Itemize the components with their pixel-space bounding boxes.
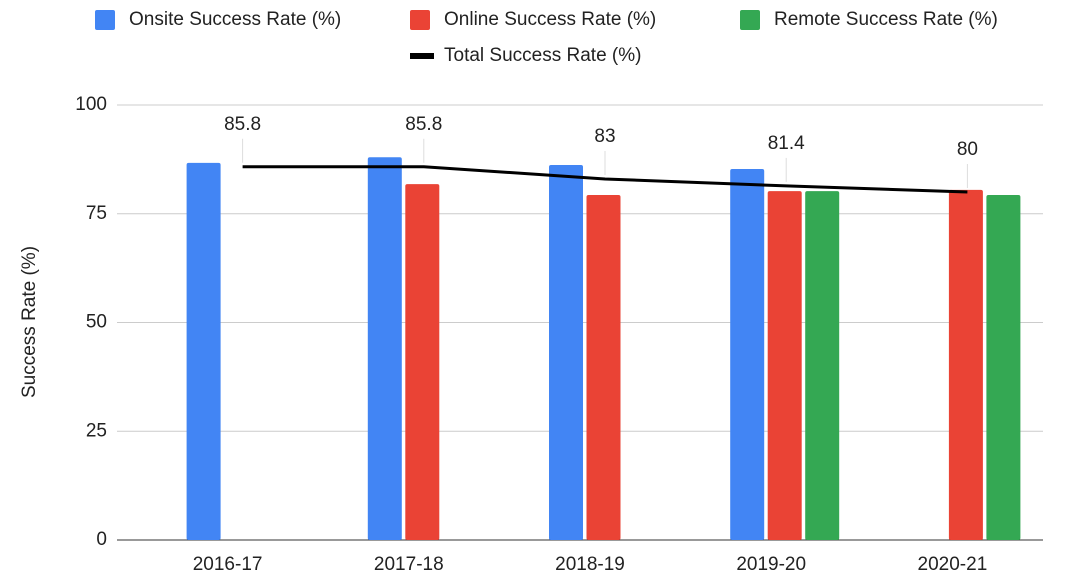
bar bbox=[730, 168, 765, 540]
data-label: 80 bbox=[957, 139, 978, 160]
data-label: 85.8 bbox=[405, 114, 442, 135]
bar bbox=[549, 165, 583, 540]
legend-label: Total Success Rate (%) bbox=[444, 45, 641, 66]
legend-label: Onsite Success Rate (%) bbox=[129, 9, 341, 30]
y-tick-label: 50 bbox=[86, 312, 107, 333]
data-label: 85.8 bbox=[224, 114, 261, 135]
y-tick-label: 100 bbox=[75, 94, 107, 115]
bar bbox=[948, 189, 983, 540]
total-line bbox=[242, 165, 968, 194]
bar bbox=[186, 162, 221, 541]
legend-swatch bbox=[95, 10, 115, 30]
data-label: 83 bbox=[594, 126, 615, 147]
bar bbox=[767, 191, 802, 540]
bar bbox=[986, 195, 1021, 541]
legend-swatch bbox=[410, 53, 434, 59]
y-tick-label: 0 bbox=[96, 529, 107, 550]
data-label: 81.4 bbox=[768, 133, 805, 154]
x-tick-label: 2020-21 bbox=[918, 554, 988, 575]
y-tick-label: 25 bbox=[86, 420, 107, 441]
x-tick-label: 2018-19 bbox=[555, 554, 625, 575]
y-axis-label: Success Rate (%) bbox=[19, 246, 40, 398]
bar bbox=[405, 184, 440, 541]
legend-swatch bbox=[410, 10, 430, 30]
legend-label: Remote Success Rate (%) bbox=[774, 9, 998, 30]
y-tick-label: 75 bbox=[86, 203, 107, 224]
legend-label: Online Success Rate (%) bbox=[444, 9, 656, 30]
bar bbox=[805, 191, 840, 540]
x-tick-label: 2016-17 bbox=[193, 554, 263, 575]
x-tick-label: 2017-18 bbox=[374, 554, 444, 575]
bar bbox=[367, 157, 402, 540]
x-tick-label: 2019-20 bbox=[736, 554, 806, 575]
bar bbox=[586, 195, 621, 541]
legend-swatch bbox=[740, 10, 760, 30]
